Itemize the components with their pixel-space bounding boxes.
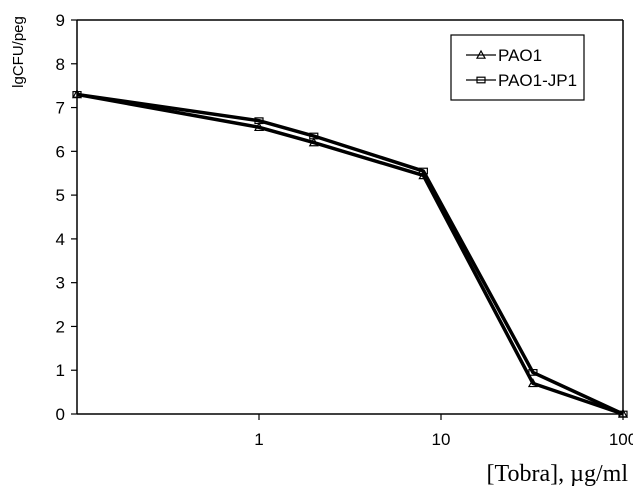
x-ticks: 1 10 100	[254, 414, 633, 449]
y-tick-label: 3	[56, 274, 65, 293]
y-ticks: 0 1 2 3 4 5 6 7 8 9	[56, 11, 77, 424]
x-tick-label: 100	[609, 430, 633, 449]
y-tick-label: 5	[56, 186, 65, 205]
series-line-pao1	[76, 92, 624, 416]
y-tick-label: 4	[56, 230, 65, 249]
y-tick-label: 9	[56, 11, 65, 30]
data-point-pao1-jp1	[309, 132, 319, 140]
series-layer	[71, 89, 629, 418]
data-point-pao1	[253, 122, 265, 132]
legend: PAO1 PAO1-JP1	[450, 34, 585, 101]
y-tick-label: 2	[56, 317, 65, 336]
data-point-pao1-jp1	[72, 91, 82, 98]
data-point-pao1-jp1	[254, 117, 264, 125]
data-point-pao1	[308, 137, 319, 147]
y-tick-label: 1	[56, 361, 65, 380]
y-tick-label: 8	[56, 55, 65, 74]
legend-label: PAO1	[498, 46, 542, 65]
y-tick-label: 0	[56, 405, 65, 424]
y-tick-label: 6	[56, 142, 65, 161]
x-axis-label: [Tobra], µg/ml	[487, 461, 629, 487]
legend-box	[450, 34, 585, 101]
data-point-pao1	[527, 378, 538, 388]
series-line-pao1-jp1	[76, 92, 624, 416]
x-tick-label: 1	[254, 430, 263, 449]
x-tick-label: 10	[432, 430, 451, 449]
y-axis-label: lgCFU/peg	[10, 16, 27, 88]
legend-marker-pao1-jp1	[476, 76, 486, 84]
legend-label: PAO1-JP1	[498, 71, 577, 90]
y-tick-label: 7	[56, 99, 65, 118]
data-point-pao1-jp1	[418, 167, 428, 175]
data-point-pao1-jp1	[618, 410, 628, 418]
plot-area	[76, 19, 624, 415]
legend-marker-pao1	[475, 49, 487, 59]
data-point-pao1-jp1	[528, 369, 538, 376]
